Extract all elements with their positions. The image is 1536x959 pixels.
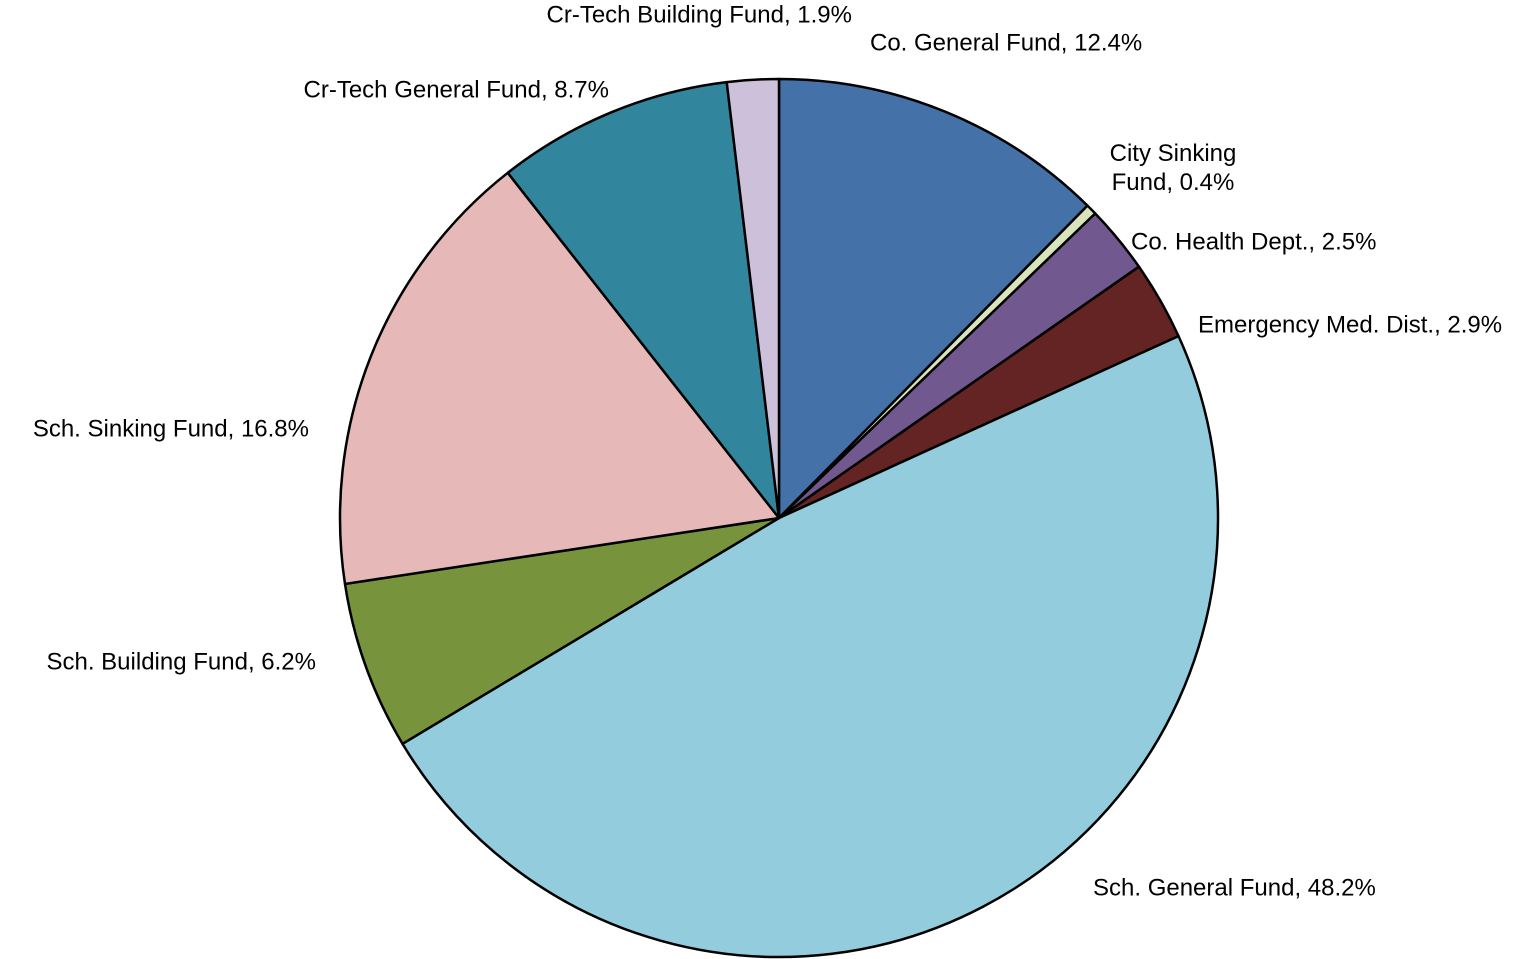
value-label: , 0.4% [1166,169,1235,196]
category-label: Sch. Sinking Fund [32,415,228,443]
slice-label: Cr-Tech General Fund, 8.7% [304,76,609,105]
category-label: Sch. Building Fund [46,648,248,676]
slice-label: Sch. Sinking Fund, 16.8% [33,415,309,444]
value-label: , 6.2% [247,648,316,676]
value-label: , 2.5% [1308,228,1377,256]
value-label: , 48.2% [1294,874,1376,902]
pie-slice [777,77,1089,520]
slice-label: Cr-Tech Building Fund, 1.9% [547,1,853,30]
category-label: Co. General Fund [870,29,1061,57]
value-label: , 2.9% [1434,311,1503,339]
slice-label: City Sinking Fund, 0.4% [1098,139,1248,197]
slice-label: Sch. Building Fund, 6.2% [46,648,316,677]
value-label: , 1.9% [783,1,852,29]
value-label: , 12.4% [1060,29,1143,57]
value-label: , 16.8% [227,415,309,443]
category-label: City Sinking Fund [1109,140,1237,196]
category-label: Cr-Tech General Fund [303,76,541,104]
category-label: Sch. General Fund [1093,874,1295,902]
pie-slice [506,80,781,520]
value-label: , 8.7% [540,76,609,104]
category-label: Co. Health Dept. [1131,228,1309,256]
pie-slice [401,334,1220,959]
slice-label: Sch. General Fund, 48.2% [1093,874,1376,903]
pie-slice [343,516,781,746]
slice-label: Co. General Fund, 12.4% [870,29,1142,58]
pie-slice [725,77,781,520]
category-label: Cr-Tech Building Fund [546,1,784,29]
category-label: Emergency Med. Dist. [1198,311,1435,339]
pie-slice [338,171,781,586]
slice-label: Emergency Med. Dist., 2.9% [1198,311,1502,340]
slice-label: Co. Health Dept., 2.5% [1131,228,1376,257]
